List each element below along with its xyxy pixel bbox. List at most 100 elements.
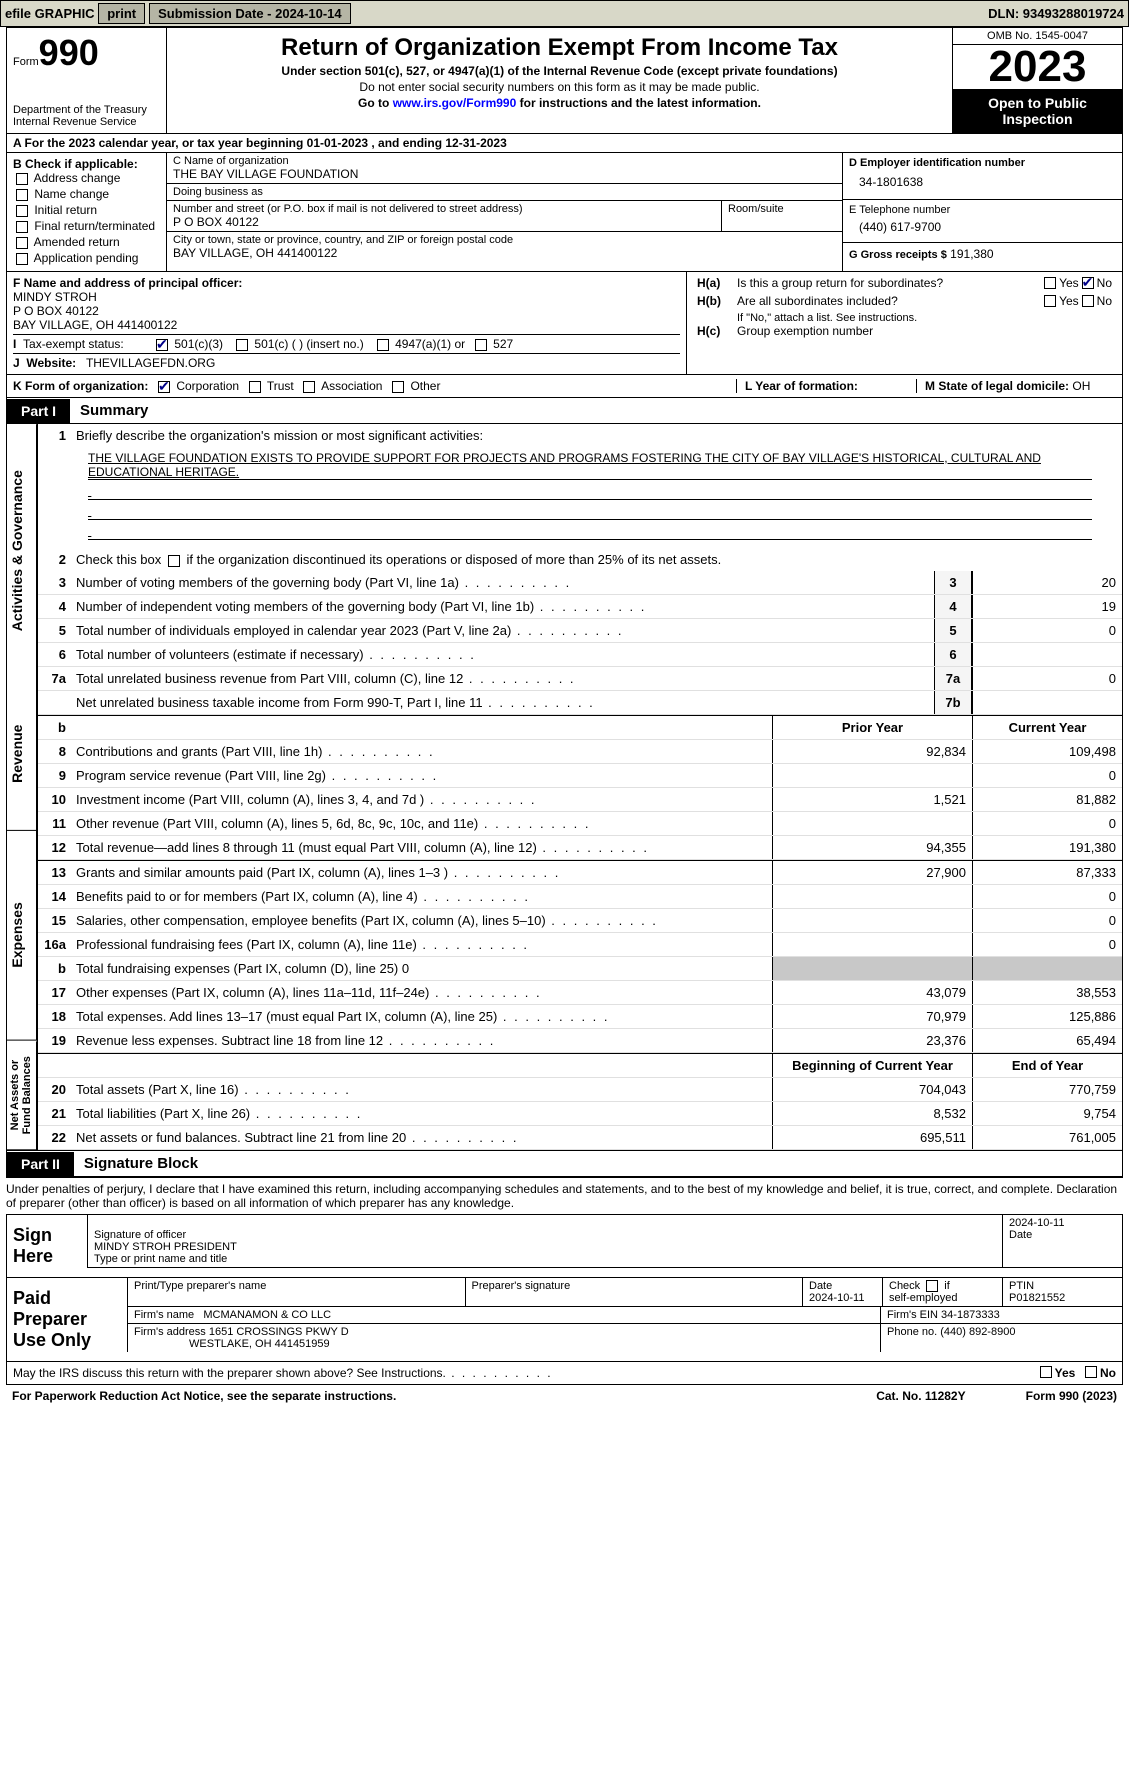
ha-yes-checkbox[interactable]	[1044, 277, 1056, 289]
summary-line: 7a Total unrelated business revenue from…	[38, 667, 1122, 691]
org-name-label: C Name of organization	[173, 155, 836, 167]
prior-value	[772, 933, 972, 956]
application-pending-checkbox[interactable]	[16, 253, 28, 265]
527-checkbox[interactable]	[475, 339, 487, 351]
prior-value: 8,532	[772, 1102, 972, 1125]
current-value: 0	[972, 812, 1122, 835]
4947-checkbox[interactable]	[377, 339, 389, 351]
summary-line: 17 Other expenses (Part IX, column (A), …	[38, 981, 1122, 1005]
initial-return-checkbox[interactable]	[16, 205, 28, 217]
line-box: 7b	[934, 691, 972, 714]
part-1-header: Part I Summary	[7, 398, 1122, 423]
corporation-checkbox[interactable]	[158, 381, 170, 393]
prior-value: 704,043	[772, 1078, 972, 1101]
summary-line: Net unrelated business taxable income fr…	[38, 691, 1122, 715]
association-checkbox[interactable]	[303, 381, 315, 393]
form-label: Form	[13, 56, 39, 68]
other-checkbox[interactable]	[392, 381, 404, 393]
line-number: 16a	[38, 933, 72, 956]
527-label: 527	[493, 337, 513, 351]
domicile-value: OH	[1072, 379, 1090, 393]
firm-addr-label: Firm's address	[134, 1326, 206, 1338]
current-value	[972, 957, 1122, 980]
line-number: b	[38, 957, 72, 980]
irs-label: Internal Revenue Service	[13, 116, 160, 128]
discuss-yes-checkbox[interactable]	[1040, 1366, 1052, 1378]
sig-date: 2024-10-11	[1009, 1217, 1064, 1229]
prior-value: 92,834	[772, 740, 972, 763]
trust-label: Trust	[267, 379, 294, 393]
address-change-checkbox[interactable]	[16, 173, 28, 185]
line-desc: Number of voting members of the governin…	[72, 571, 934, 594]
line-box: 6	[934, 643, 972, 666]
part-1-title: Summary	[70, 398, 158, 423]
line-desc: Revenue less expenses. Subtract line 18 …	[72, 1029, 772, 1052]
domicile-label: M State of legal domicile:	[925, 379, 1069, 393]
summary-line: 8 Contributions and grants (Part VIII, l…	[38, 740, 1122, 764]
dept-label: Department of the Treasury	[13, 104, 160, 116]
trust-checkbox[interactable]	[249, 381, 261, 393]
sign-here-box: Sign Here Signature of officerMINDY STRO…	[6, 1214, 1123, 1278]
summary-line: 3 Number of voting members of the govern…	[38, 571, 1122, 595]
line-desc: Total unrelated business revenue from Pa…	[72, 667, 934, 690]
vlabel-revenue: Revenue	[7, 677, 37, 831]
mission-blank-3	[88, 524, 1092, 540]
line-desc: Program service revenue (Part VIII, line…	[72, 764, 772, 787]
line-desc: Total assets (Part X, line 16)	[72, 1078, 772, 1101]
final-return-checkbox[interactable]	[16, 221, 28, 233]
line-desc: Net assets or fund balances. Subtract li…	[72, 1126, 772, 1149]
col-b-checkboxes: B Check if applicable: Address change Na…	[7, 153, 167, 271]
501c-checkbox[interactable]	[236, 339, 248, 351]
prior-year-header: Prior Year	[772, 716, 972, 739]
beginning-year-header: Beginning of Current Year	[772, 1054, 972, 1077]
part-2-title: Signature Block	[74, 1151, 208, 1176]
sig-officer-name: MINDY STROH PRESIDENT	[94, 1241, 237, 1253]
print-button[interactable]: print	[98, 3, 145, 24]
501c3-checkbox[interactable]	[156, 339, 168, 351]
street-label: Number and street (or P.O. box if mail i…	[173, 203, 715, 215]
form-title: Return of Organization Exempt From Incom…	[177, 34, 942, 62]
hb-yes-checkbox[interactable]	[1044, 295, 1056, 307]
form-subtitle-1: Under section 501(c), 527, or 4947(a)(1)…	[177, 64, 942, 78]
public-inspection: Open to Public Inspection	[953, 89, 1122, 133]
expenses-section: 13 Grants and similar amounts paid (Part…	[38, 861, 1122, 1054]
line-number: 11	[38, 812, 72, 835]
form-org-label: K Form of organization:	[13, 379, 148, 393]
tax-exempt-label: Tax-exempt status:	[23, 337, 124, 351]
line-number: 12	[38, 836, 72, 859]
name-change-checkbox[interactable]	[16, 189, 28, 201]
footer-left: For Paperwork Reduction Act Notice, see …	[12, 1389, 396, 1403]
firm-addr1: 1651 CROSSINGS PKWY D	[209, 1326, 349, 1338]
line-desc: Total number of volunteers (estimate if …	[72, 643, 934, 666]
hb-no-checkbox[interactable]	[1082, 295, 1094, 307]
header-left: Form990 Department of the Treasury Inter…	[7, 28, 167, 133]
summary-line: 11 Other revenue (Part VIII, column (A),…	[38, 812, 1122, 836]
summary-line: b Total fundraising expenses (Part IX, c…	[38, 957, 1122, 981]
501c-label: 501(c) ( ) (insert no.)	[254, 337, 363, 351]
firm-addr2: WESTLAKE, OH 441451959	[189, 1338, 330, 1350]
page-footer: For Paperwork Reduction Act Notice, see …	[6, 1385, 1123, 1407]
line-desc: Salaries, other compensation, employee b…	[72, 909, 772, 932]
irs-link[interactable]: www.irs.gov/Form990	[393, 96, 517, 110]
amended-return-checkbox[interactable]	[16, 237, 28, 249]
ha-no-checkbox[interactable]	[1082, 277, 1094, 289]
prior-value	[772, 764, 972, 787]
line-number: 4	[38, 595, 72, 618]
discuss-no-checkbox[interactable]	[1085, 1366, 1097, 1378]
prior-value: 1,521	[772, 788, 972, 811]
summary-line: 21 Total liabilities (Part X, line 26) 8…	[38, 1102, 1122, 1126]
current-value: 81,882	[972, 788, 1122, 811]
current-year-header: Current Year	[972, 716, 1122, 739]
self-employed-checkbox[interactable]	[926, 1280, 938, 1292]
firm-ein: 34-1873333	[941, 1309, 1000, 1321]
amended-return-label: Amended return	[34, 235, 120, 249]
form-subtitle-2: Do not enter social security numbers on …	[177, 80, 942, 94]
summary-line: 12 Total revenue—add lines 8 through 11 …	[38, 836, 1122, 860]
summary-table: Activities & Governance Revenue Expenses…	[7, 423, 1122, 1151]
current-value: 0	[972, 764, 1122, 787]
line-number: 5	[38, 619, 72, 642]
line-desc: Professional fundraising fees (Part IX, …	[72, 933, 772, 956]
line-value: 20	[972, 571, 1122, 594]
prior-value: 23,376	[772, 1029, 972, 1052]
line2-checkbox[interactable]	[168, 555, 180, 567]
